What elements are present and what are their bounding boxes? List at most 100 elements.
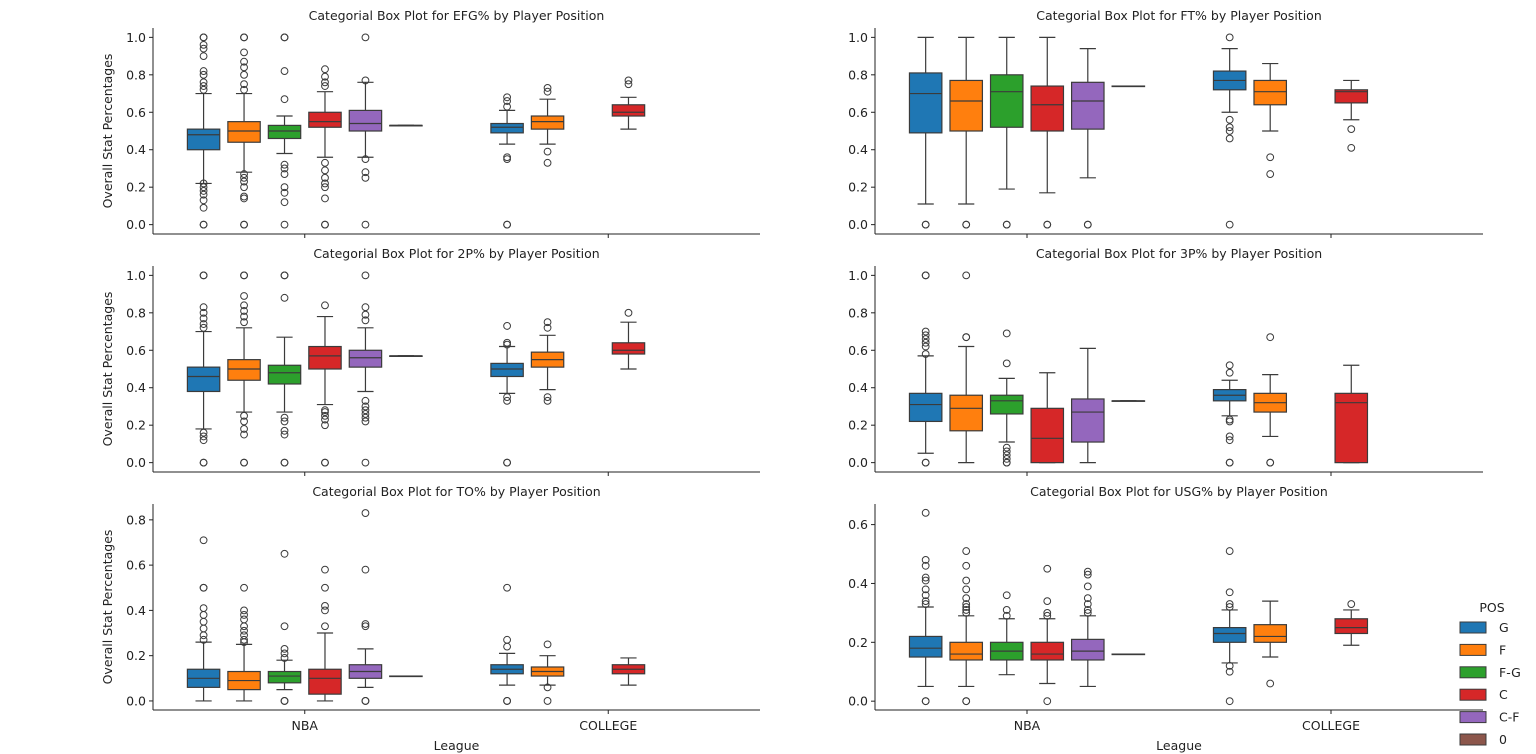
outlier-point [624,308,633,317]
x-tick-label: COLLEGE [1302,718,1360,733]
outlier-point [199,70,208,79]
outlier-point [503,338,511,347]
outlier-point [240,220,248,229]
outlier-point [921,458,930,467]
box-iqr [1070,81,1105,130]
outlier-point [543,147,552,156]
outlier-point [962,220,971,229]
outlier-point [280,644,289,653]
box-iqr [908,635,943,658]
box-nba-c-f [1070,567,1105,688]
box-nba-f [227,33,261,229]
box-iqr [611,342,646,355]
y-tick-label: 0.2 [848,180,868,195]
outlier-point [321,220,329,229]
outlier-point [503,393,511,401]
outlier-point [199,78,208,87]
box-iqr [348,349,383,368]
outlier-point [280,67,289,75]
box-college-c [611,308,646,370]
x-tick-label: NBA [292,718,319,733]
y-tick-label: 0.8 [848,67,868,82]
outlier-point [199,617,208,626]
y-tick-label: 0.4 [126,603,146,618]
outlier-point [1225,115,1234,124]
outlier-point [240,458,248,467]
outlier-point [1225,134,1234,143]
y-tick-label: 0.4 [126,142,146,157]
box-iqr [949,394,984,432]
y-tick-label: 0.4 [848,142,868,157]
outlier-point [280,549,289,558]
outlier-point [1225,661,1234,670]
outlier-point [280,95,289,104]
box-college-g [1212,361,1247,467]
box-nba-g [908,36,943,229]
outlier-point [240,411,248,420]
outlier-point [280,188,289,197]
outlier-point [624,80,633,89]
outlier-point [199,323,208,332]
outlier-point [321,65,329,74]
outlier-point [321,406,329,415]
box-iqr [1212,626,1247,643]
legend-title: POS [1479,600,1504,615]
outlier-point [1002,591,1011,600]
outlier-point [240,63,248,72]
outlier-point [962,271,971,280]
outlier-point [1002,443,1011,452]
legend-label: 0 [1499,732,1507,747]
y-tick-label: 0.4 [126,380,146,395]
outlier-point [1347,600,1356,608]
box-iqr [611,104,646,117]
outlier-point [1225,220,1234,229]
outlier-point [543,87,552,96]
box-iqr [989,74,1024,128]
outlier-point [503,697,511,705]
box-nba-g [186,33,221,229]
legend-swatch [1459,733,1487,746]
outlier-point [361,697,370,705]
outlier-point [962,603,971,611]
subplot-title: Categorial Box Plot for USG% by Player P… [1030,484,1328,499]
box-iqr [1030,641,1065,661]
legend: POS GF F-G C C-F 0 [1459,600,1521,747]
outlier-point [199,190,208,199]
box-nba-g [908,508,943,706]
outlier-point [361,620,370,628]
outlier-point [361,155,370,163]
outlier-point [199,635,208,644]
outlier-point [280,697,289,705]
outlier-point [280,654,289,662]
outlier-point [1225,33,1234,42]
box-college-g [1212,33,1247,229]
outlier-point [199,85,208,94]
outlier-point [280,271,289,280]
box-nba-c-f [348,33,383,229]
subplot-4: Categorial Box Plot for 3P% by Player Po… [848,246,1483,476]
outlier-point [921,585,930,594]
outlier-point [1043,220,1052,229]
outlier-point [361,168,370,177]
y-tick-label: 0.2 [848,635,868,650]
box-nba-0 [389,675,423,678]
outlier-point [543,697,552,705]
outlier-point [199,303,208,312]
outlier-point [1225,547,1234,555]
outlier-point [1266,153,1275,162]
outlier-point [1225,436,1234,445]
outlier-point [240,318,248,327]
outlier-point [962,608,971,617]
outlier-point [1083,594,1092,603]
outlier-point [361,565,370,574]
outlier-point [280,164,289,173]
outlier-point [503,102,511,111]
y-tick-label: 0.4 [848,380,868,395]
outlier-point [543,393,552,401]
outlier-point [1002,458,1011,467]
box-nba-g [908,271,943,467]
box-nba-c-f [348,271,383,467]
box-nba-0 [389,124,423,127]
outlier-point [240,626,248,635]
